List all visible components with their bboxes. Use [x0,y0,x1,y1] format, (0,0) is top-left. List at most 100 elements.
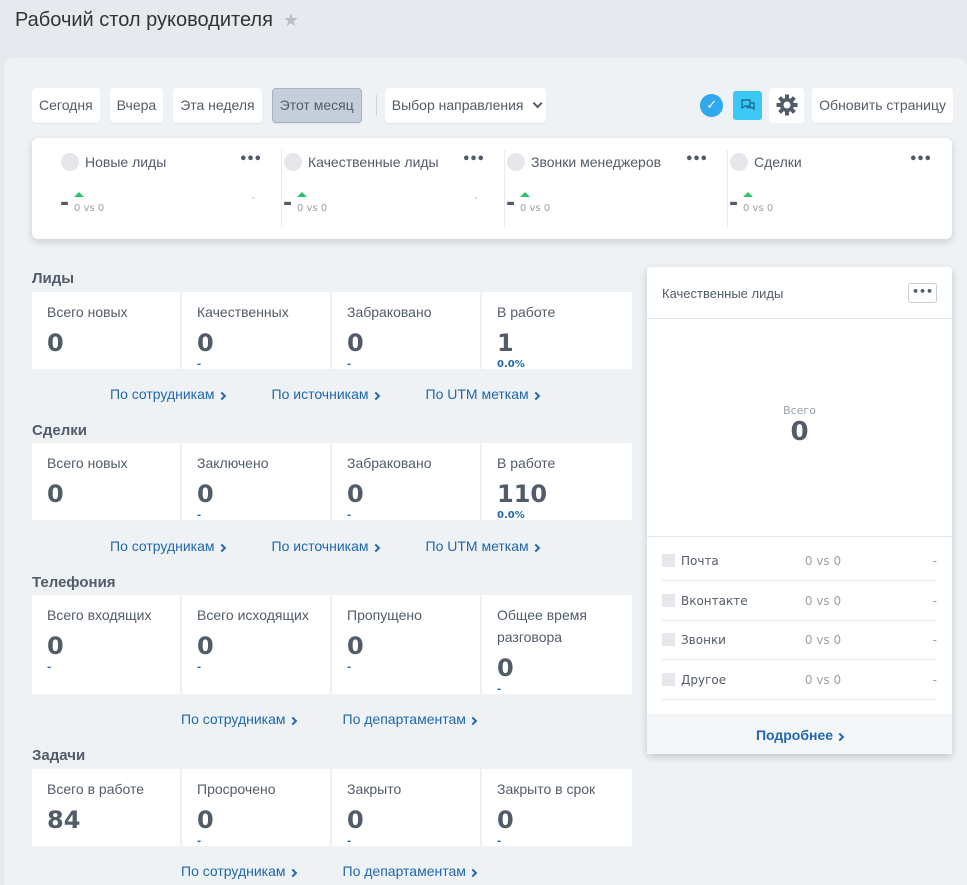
stat-value: 0 [497,654,514,682]
kpi-value: - [506,191,516,216]
stat-sub: - [347,510,352,521]
kpi-toggle[interactable] [730,153,748,171]
kpi-card: Новые лиды ••• - 0 vs 0 - Качественные л… [32,138,952,239]
stat-label: Качественных [197,304,289,320]
stat-label: Всего новых [47,304,128,320]
star-icon[interactable]: ★ [282,10,300,31]
stat-card[interactable]: Качественных 0 - [182,292,332,370]
source-compare: 0 vs 0 [804,672,842,687]
links-deals: По сотрудникам По источникам По UTM метк… [110,538,540,554]
period-today-button[interactable]: Сегодня [32,87,100,123]
more-icon[interactable]: ••• [685,152,708,167]
stat-label: Забраковано [347,455,432,471]
stat-card[interactable]: Всего новых 0 [32,443,182,520]
stat-label: Всего в работе [47,781,145,797]
stat-value: 0 [347,480,364,508]
source-change: - [932,632,937,647]
source-compare: 0 vs 0 [804,593,842,608]
link-by-employees[interactable]: По сотрудникам [181,863,297,879]
link-by-sources[interactable]: По источникам [272,538,380,554]
stat-label: Всего входящих [47,607,152,623]
period-month-button[interactable]: Этот месяц [271,87,362,123]
stat-card[interactable]: Забраковано 0 - [332,443,482,521]
kpi-label: Новые лиды [85,154,167,170]
stat-card[interactable]: Забраковано 0 - [332,292,482,370]
stat-label: Общее время разговора [497,607,587,645]
link-by-utm[interactable]: По UTM меткам [426,538,540,554]
kpi-label: Звонки менеджеров [531,154,662,170]
link-by-employees[interactable]: По сотрудникам [181,711,297,727]
stat-card[interactable]: В работе 110 0.0% [482,443,632,521]
stat-value: 0 [497,806,514,834]
more-icon[interactable]: ••• [909,152,932,167]
kpi-deals[interactable]: Сделки ••• - 0 vs 0 [729,150,951,227]
kpi-quality-leads[interactable]: Качественные лиды ••• - 0 vs 0 - [283,150,505,227]
more-icon[interactable]: ••• [908,283,937,303]
source-name: Почта [680,553,719,568]
stat-sub: - [197,510,202,521]
stat-card[interactable]: Просрочено 0 - [182,769,332,847]
stats-telephony: Всего входящих 0 - Всего исходящих 0 - Пропу… [32,595,632,695]
arrow-up-icon [74,192,84,197]
link-by-departments[interactable]: По департаментам [343,711,478,727]
stat-sub: - [347,662,352,673]
kpi-toggle[interactable] [61,153,79,171]
kpi-label: Сделки [754,154,802,170]
source-row[interactable]: Звонки 0 vs 0 - [662,620,937,660]
stat-card[interactable]: Заключено 0 - [182,443,332,521]
stat-card[interactable]: Всего в работе 84 [32,769,182,846]
period-yesterday-button[interactable]: Вчера [109,87,164,123]
source-change: - [932,553,937,568]
quality-leads-card: Качественные лиды ••• Всего 0 Почта 0 vs… [647,267,952,754]
stat-label: Закрыто [347,781,402,797]
total-label: Всего [783,404,816,417]
chat-icon[interactable] [733,90,763,120]
stat-value: 0 [47,632,64,660]
stat-card[interactable]: Пропущено 0 - [332,595,482,694]
stat-sub: - [197,359,202,370]
stat-card[interactable]: Всего новых 0 [32,292,182,369]
links-leads: По сотрудникам По источникам По UTM метк… [110,386,540,402]
link-by-employees[interactable]: По сотрудникам [110,538,226,554]
check-icon[interactable]: ✓ [700,93,724,117]
stat-value: 0 [347,806,364,834]
stat-sub: - [197,662,202,673]
kpi-new-leads[interactable]: Новые лиды ••• - 0 vs 0 - [60,150,282,227]
stat-card[interactable]: Общее время разговора 0 - [482,595,632,695]
kpi-manager-calls[interactable]: Звонки менеджеров ••• - 0 vs 0 [506,150,728,227]
details-link[interactable]: Подробнее [647,714,952,754]
more-icon[interactable]: ••• [239,152,262,167]
stat-sub: - [197,836,202,847]
link-by-sources[interactable]: По источникам [272,386,380,402]
stat-card[interactable]: Всего входящих 0 - [32,595,182,694]
period-week-button[interactable]: Эта неделя [173,87,262,123]
section-title-telephony: Телефония [32,574,116,591]
kpi-label: Качественные лиды [308,154,439,170]
more-icon[interactable]: ••• [462,152,485,167]
stat-card[interactable]: Закрыто в срок 0 - [482,769,632,847]
direction-select-label: Выбор направления [391,97,524,113]
source-row[interactable]: Другое 0 vs 0 - [662,660,937,700]
stat-label: Забраковано [347,304,432,320]
stat-card[interactable]: В работе 1 0.0% [482,292,632,370]
link-by-employees[interactable]: По сотрудникам [110,386,226,402]
source-row[interactable]: Вконтакте 0 vs 0 - [662,581,937,621]
stat-card[interactable]: Всего исходящих 0 - [182,595,332,694]
source-name: Звонки [680,632,726,647]
link-by-utm[interactable]: По UTM меткам [426,386,540,402]
source-color-box [662,633,675,646]
gear-icon[interactable] [769,87,805,123]
source-compare: 0 vs 0 [804,632,842,647]
stat-value: 84 [47,806,81,834]
arrow-up-icon [297,192,307,197]
refresh-button[interactable]: Обновить страницу [812,87,953,123]
chevron-down-icon [532,97,543,108]
direction-select[interactable]: Выбор направления [384,87,546,123]
stat-label: Всего исходящих [197,607,309,623]
kpi-toggle[interactable] [507,153,525,171]
kpi-value: - [283,191,293,216]
link-by-departments[interactable]: По департаментам [343,863,478,879]
source-row[interactable]: Почта 0 vs 0 - [662,541,937,581]
stat-card[interactable]: Закрыто 0 - [332,769,482,847]
kpi-toggle[interactable] [284,153,302,171]
